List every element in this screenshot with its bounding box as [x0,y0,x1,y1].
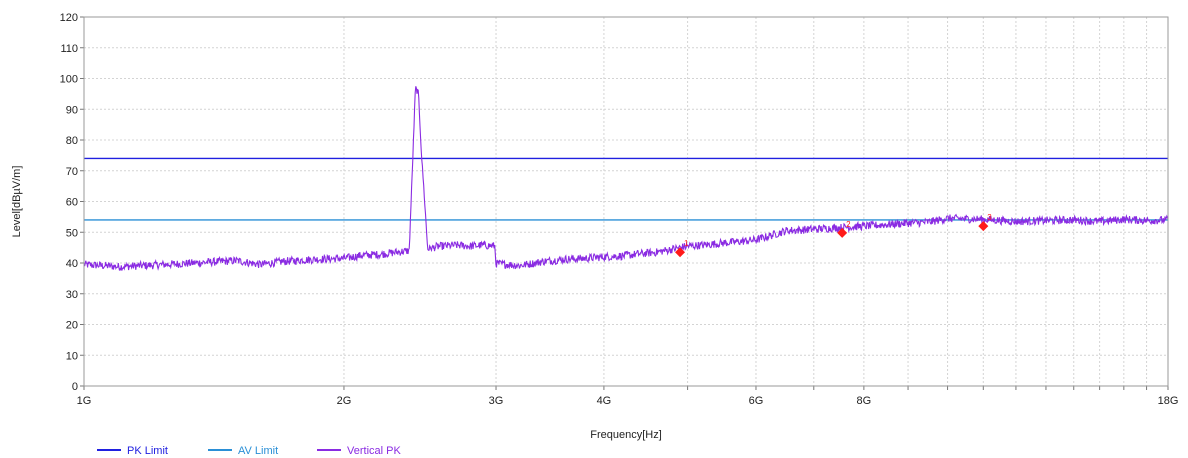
y-tick-label: 110 [60,43,78,55]
y-tick-label: 90 [66,104,78,116]
marker-point [978,221,989,232]
marker-point [837,227,848,238]
plot-frame [83,16,1169,387]
marker-label: 3 [987,213,992,222]
x-tick-label: 2G [337,395,352,407]
y-tick-label: 60 [66,197,78,209]
y-axis-title: Level[dBµV/m] [11,166,23,238]
y-tick-label: 120 [60,12,78,24]
marker-label: 1 [684,239,689,248]
x-tick-label: 6G [749,395,764,407]
y-tick-label: 20 [66,320,78,332]
marker-label: 2 [846,220,851,229]
legend-label: AV Limit [238,445,278,457]
marker-point [675,247,686,258]
x-axis-title: Frequency[Hz] [590,429,662,441]
legend: PK Limit AV Limit Vertical PK [97,445,401,457]
x-tick-label: 1G [77,395,92,407]
x-tick-labels: 1G 2G 3G 4G 6G 8G 18G [77,395,1179,407]
series-line [83,86,1169,272]
x-tick-label: 18G [1158,395,1179,407]
y-tick-label: 70 [66,166,78,178]
y-tick-label: 40 [66,258,78,270]
legend-label: PK Limit [127,445,168,457]
y-tick-label: 0 [72,381,78,393]
series [83,86,1169,272]
grid [80,16,1169,390]
x-tick-label: 4G [597,395,612,407]
y-tick-label: 100 [60,74,78,86]
y-tick-label: 10 [66,350,78,362]
limit-lines [84,157,1168,221]
y-tick-label: 30 [66,289,78,301]
y-tick-label: 50 [66,227,78,239]
markers: 1 2 3 [675,213,992,258]
legend-label: Vertical PK [347,445,401,457]
y-tick-label: 80 [66,135,78,147]
x-tick-label: 3G [489,395,504,407]
x-tick-label: 8G [857,395,872,407]
y-tick-labels: 0 10 20 30 40 50 60 70 80 90 100 110 120 [60,12,78,393]
